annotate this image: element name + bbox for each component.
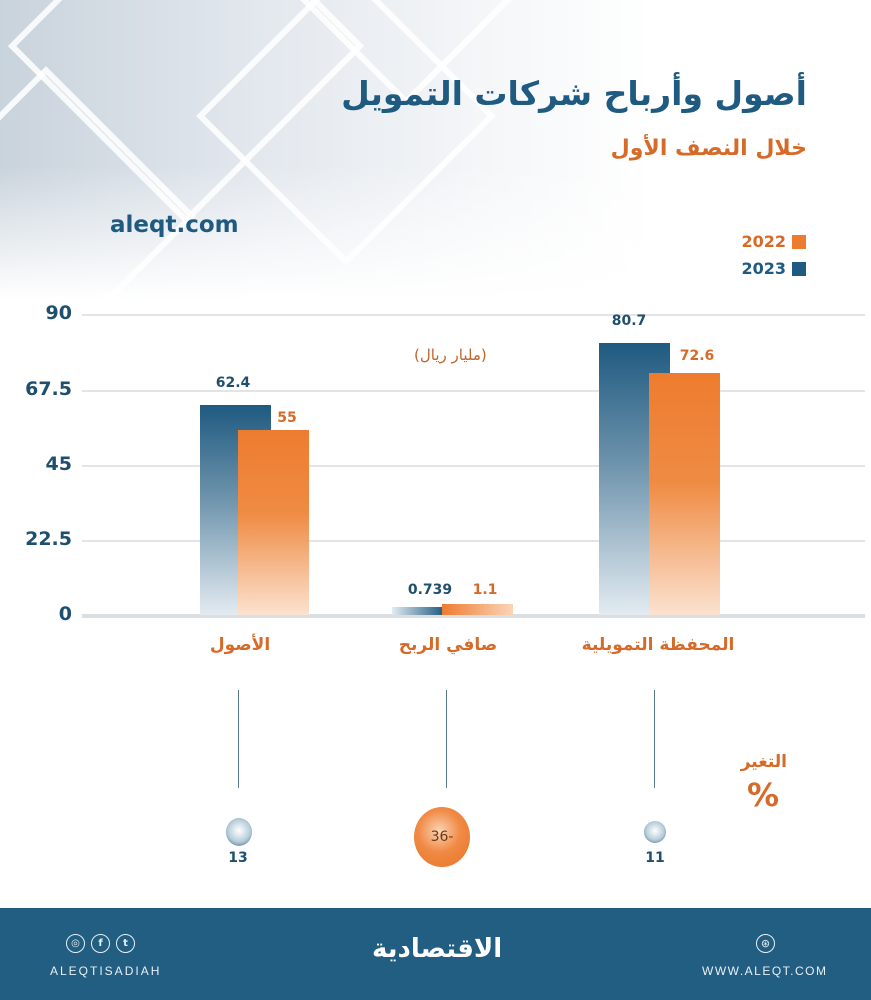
gridline-22-5 [82,540,865,542]
globe-icon: ⊛ [756,934,775,953]
bar-assets-2022 [238,430,309,615]
connector-line [654,690,655,788]
value-label-profit-2022: 1.1 [472,582,498,598]
legend-swatch-orange [792,234,806,249]
twitter-icon[interactable]: t [116,934,135,953]
brand-logo: الاقتصادية [372,934,503,964]
page-subtitle: خلال النصف الأول [610,136,807,161]
facebook-icon[interactable]: f [91,934,110,953]
value-label-portfolio-2022: 72.6 [679,348,715,364]
change-bubble-assets [226,818,252,846]
unit-label: (مليار ريال) [414,346,487,364]
value-label-portfolio-2023: 80.7 [611,313,647,329]
legend-item-2023: 2023 [741,255,806,282]
change-label: التغير [740,752,787,772]
legend-label: 2022 [741,232,786,251]
change-value-profit: 36- [430,829,454,845]
gridline-90 [82,314,865,316]
instagram-icon[interactable]: ◎ [66,934,85,953]
change-value-assets: 13 [228,850,248,866]
y-tick-label: 90 [45,302,72,324]
legend-label: 2023 [741,259,786,278]
connector-line [446,690,447,788]
y-tick-label: 0 [58,603,72,625]
x-axis-baseline [82,614,865,618]
category-label-assets: الأصول [209,635,271,655]
page-title: أصول وأرباح شركات التمويل [341,74,807,113]
change-bubble-profit: 36- [414,807,470,867]
category-label-profit: صافي الربح [398,635,498,655]
legend-swatch-blue [792,261,806,276]
banner-fade [0,0,871,300]
category-label-portfolio: المحفظة التمويلية [581,635,735,655]
value-label-assets-2023: 62.4 [215,375,251,391]
gridline-45 [82,465,865,467]
bar-profit-2022 [442,604,513,615]
site-link[interactable]: aleqt.com [110,212,239,238]
header-banner: أصول وأرباح شركات التمويل خلال النصف الأ… [0,0,871,300]
connector-line [238,690,239,788]
value-label-profit-2023: 0.739 [407,582,453,598]
bar-profit-2023 [392,607,444,615]
legend-item-2022: 2022 [741,228,806,255]
bar-portfolio-2022 [649,373,720,615]
footer: ◎ f t ALEQTISADIAH الاقتصادية ⊛ WWW.ALEQ… [0,908,871,1000]
y-tick-label: 45 [45,453,72,475]
percent-sign: % [746,776,779,814]
y-tick-label: 22.5 [25,528,72,550]
gridline-67-5 [82,390,865,392]
change-value-portfolio: 11 [645,850,665,866]
social-links: ◎ f t [66,934,135,953]
social-handle: ALEQTISADIAH [50,964,162,978]
change-bubble-portfolio [644,821,666,843]
y-tick-label: 67.5 [25,378,72,400]
website-link[interactable]: WWW.ALEQT.COM [702,964,828,978]
value-label-assets-2022: 55 [277,410,297,426]
chart-legend: 2022 2023 [741,228,806,282]
